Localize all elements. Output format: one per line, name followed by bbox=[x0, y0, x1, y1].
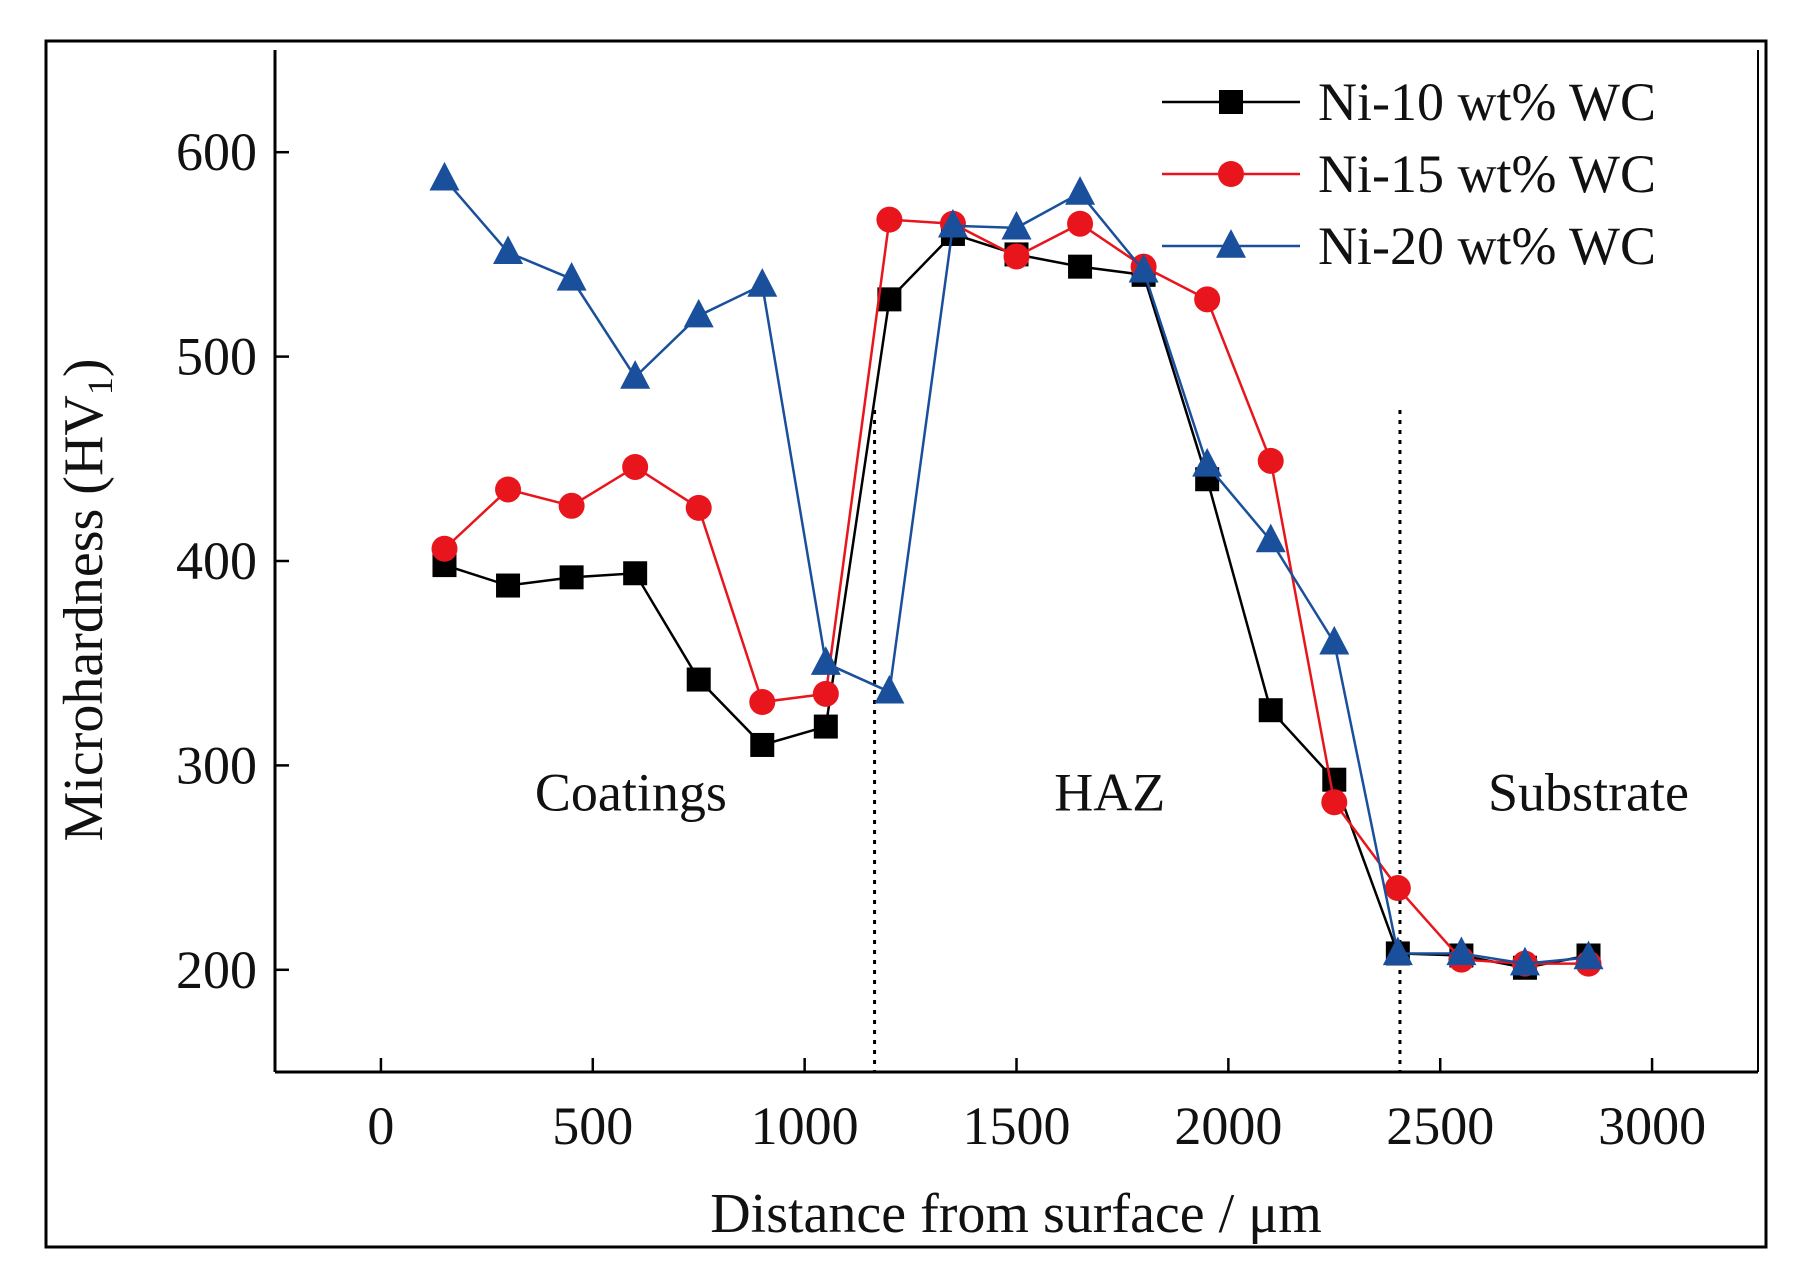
series-1-point-7 bbox=[877, 287, 902, 312]
series-3-point-13 bbox=[1255, 523, 1286, 553]
y-tick-label-1: 300 bbox=[176, 735, 257, 795]
x-tick-label-3: 1500 bbox=[963, 1096, 1071, 1156]
series-layer bbox=[429, 161, 1604, 980]
y-axis-title-subscript: 1 bbox=[80, 377, 120, 395]
series-3-point-12 bbox=[1192, 448, 1223, 477]
series-1-point-4 bbox=[686, 667, 711, 692]
series-2-point-3 bbox=[622, 453, 649, 480]
series-3-point-11 bbox=[1128, 253, 1159, 283]
legend-marker-3 bbox=[1216, 229, 1246, 258]
series-3-point-16 bbox=[1446, 936, 1477, 966]
figure-border bbox=[44, 39, 1768, 1249]
legend-label-3: Ni-20 wt% WC bbox=[1318, 216, 1656, 276]
series-2-point-14 bbox=[1321, 789, 1348, 816]
region-label-substrate: Substrate bbox=[1488, 762, 1689, 822]
legend-label-2: Ni-15 wt% WC bbox=[1318, 144, 1656, 204]
series-3-point-0 bbox=[429, 161, 460, 191]
series-3-point-2 bbox=[556, 262, 587, 291]
series-1-point-3 bbox=[623, 561, 648, 586]
series-2-point-2 bbox=[558, 492, 585, 519]
y-axis-title-close: ) bbox=[53, 359, 115, 378]
series-2-point-7 bbox=[876, 206, 903, 233]
legend-marker-2 bbox=[1218, 161, 1244, 187]
series-2-point-10 bbox=[1067, 210, 1094, 237]
series-2-point-1 bbox=[495, 476, 522, 503]
series-1-point-2 bbox=[559, 565, 584, 590]
x-axis-ticks: 0 500 1000 1500 2000 2500 3000 bbox=[367, 1058, 1706, 1156]
series-2-point-12 bbox=[1194, 286, 1221, 313]
series-2-point-0 bbox=[431, 535, 458, 562]
series-3-point-4 bbox=[683, 298, 714, 328]
region-label-haz: HAZ bbox=[1054, 762, 1165, 822]
x-tick-label-6: 3000 bbox=[1598, 1096, 1706, 1156]
y-axis-ticks: 200 300 400 500 600 bbox=[176, 122, 289, 1000]
y-tick-label-3: 500 bbox=[176, 327, 257, 387]
series-2-point-13 bbox=[1257, 447, 1284, 474]
series-3-point-8 bbox=[937, 208, 968, 238]
y-axis-title-main: Microhardness (HV bbox=[53, 395, 115, 841]
series-2-point-6 bbox=[812, 680, 839, 707]
series-3-point-15 bbox=[1382, 936, 1413, 966]
series-1-point-13 bbox=[1258, 698, 1283, 723]
x-tick-label-5: 2500 bbox=[1386, 1096, 1494, 1156]
y-tick-label-2: 400 bbox=[176, 531, 257, 591]
x-tick-label-1: 500 bbox=[552, 1096, 633, 1156]
x-tick-label-2: 1000 bbox=[751, 1096, 859, 1156]
series-2-point-4 bbox=[685, 494, 712, 521]
series-2-point-15 bbox=[1384, 875, 1411, 902]
legend-marker-1 bbox=[1219, 90, 1243, 114]
series-3-point-7 bbox=[874, 674, 905, 704]
series-3-point-6 bbox=[810, 646, 841, 675]
region-label-coatings: Coatings bbox=[535, 762, 727, 822]
series-3-point-9 bbox=[1001, 210, 1032, 240]
series-3-point-3 bbox=[620, 360, 651, 389]
x-tick-label-0: 0 bbox=[367, 1096, 394, 1156]
legend-label-1: Ni-10 wt% WC bbox=[1318, 72, 1656, 132]
legend-item-3: Ni-20 wt% WC bbox=[1162, 216, 1656, 276]
x-axis-title: Distance from surface / μm bbox=[710, 1183, 1322, 1245]
series-1-point-1 bbox=[496, 573, 521, 598]
y-axis-title: Microhardness (HV1) bbox=[53, 359, 120, 842]
series-3-point-5 bbox=[747, 268, 778, 297]
series-1-point-6 bbox=[813, 714, 838, 739]
series-3-point-14 bbox=[1319, 625, 1350, 655]
region-labels: Coatings HAZ Substrate bbox=[535, 762, 1689, 822]
legend-item-2: Ni-15 wt% WC bbox=[1162, 144, 1656, 204]
y-tick-label-4: 600 bbox=[176, 122, 257, 182]
series-1-point-10 bbox=[1068, 254, 1093, 279]
legend: Ni-10 wt% WC Ni-15 wt% WC Ni-20 wt% WC bbox=[1162, 72, 1656, 276]
series-3-point-10 bbox=[1065, 176, 1096, 205]
x-tick-label-4: 2000 bbox=[1174, 1096, 1282, 1156]
series-3-point-18 bbox=[1573, 940, 1604, 970]
series-1-point-5 bbox=[750, 732, 775, 757]
series-2-point-5 bbox=[749, 689, 776, 716]
series-2-point-9 bbox=[1003, 243, 1030, 270]
series-1-point-14 bbox=[1322, 767, 1347, 792]
y-tick-label-0: 200 bbox=[176, 940, 257, 1000]
series-3-point-1 bbox=[493, 235, 524, 265]
legend-item-1: Ni-10 wt% WC bbox=[1162, 72, 1656, 132]
series-3-point-17 bbox=[1509, 946, 1540, 976]
series-3 bbox=[429, 161, 1604, 976]
